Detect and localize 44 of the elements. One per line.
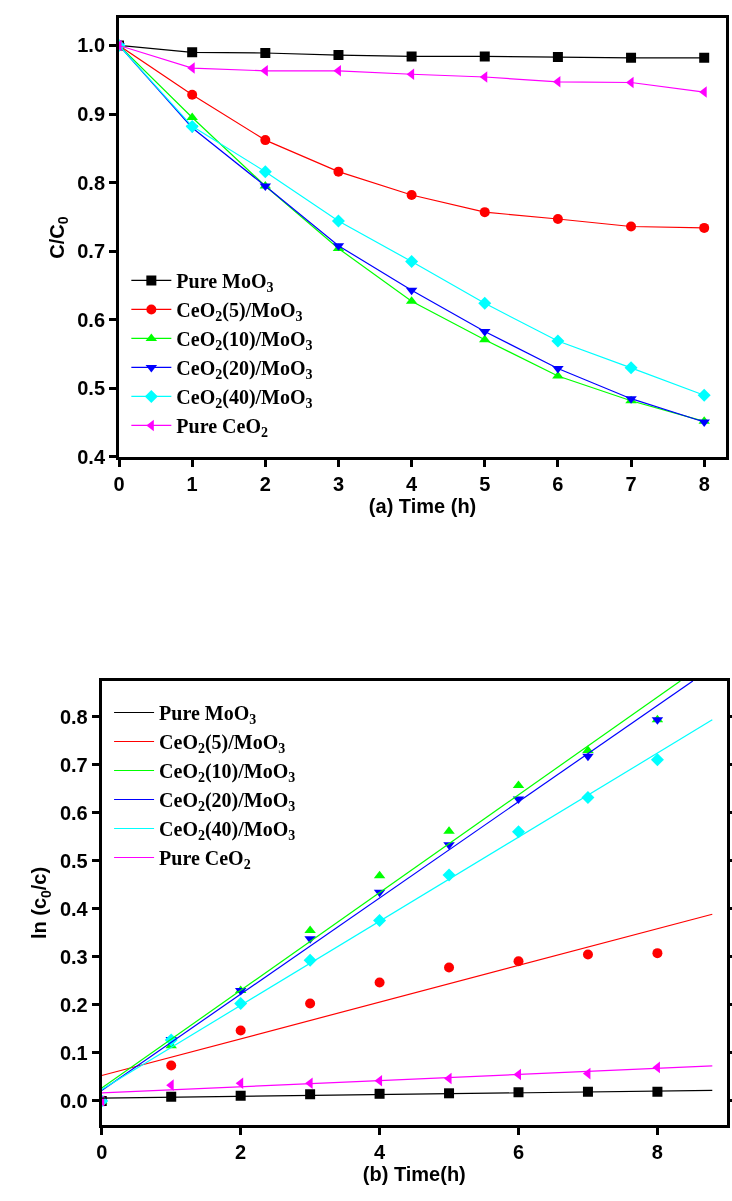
x-tick-label: 7 — [625, 472, 637, 495]
y-tick-label: 0.6 — [77, 308, 106, 331]
legend-label: CeO$_{2}$(20)/MoO$_{3}$ — [159, 789, 296, 815]
legend-label: CeO$_{2}$(5)/MoO$_{3}$ — [176, 299, 303, 325]
x-axis-title: (a) Time (h) — [368, 494, 477, 517]
y-tick-label: 0.1 — [59, 1041, 88, 1064]
y-tick-label: 1.0 — [77, 34, 106, 57]
legend-label: CeO$_{2}$(40)/MoO$_{3}$ — [176, 386, 313, 412]
legend-label: CeO$_{2}$(40)/MoO$_{3}$ — [159, 818, 296, 844]
y-tick-label: 0.3 — [59, 945, 88, 968]
x-tick-label: 3 — [332, 472, 345, 495]
y-tick-label: 0.5 — [59, 849, 88, 872]
legend-label: Pure CeO$_{2}$ — [176, 415, 268, 441]
y-tick-label: 0.8 — [77, 171, 106, 194]
y-tick-label: 0.2 — [59, 993, 88, 1016]
legend-label: CeO$_{2}$(20)/MoO$_{3}$ — [176, 357, 313, 383]
x-tick-label: 8 — [651, 1140, 663, 1163]
x-tick-label: 0 — [113, 472, 125, 495]
legend-label: Pure MoO$_{3}$ — [159, 702, 257, 728]
y-tick-label: 0.7 — [59, 753, 88, 776]
x-tick-label: 2 — [259, 472, 271, 495]
y-tick-label: 0.4 — [77, 445, 106, 468]
x-tick-label: 4 — [374, 1140, 387, 1163]
y-tick-label: 0.7 — [77, 240, 106, 263]
x-tick-label: 2 — [235, 1140, 247, 1163]
legend-label: CeO$_{2}$(10)/MoO$_{3}$ — [176, 328, 313, 354]
legend-label: CeO$_{2}$(10)/MoO$_{3}$ — [159, 760, 296, 786]
legend-label: Pure MoO$_{3}$ — [176, 270, 274, 296]
x-tick-label: 5 — [479, 472, 491, 495]
legend-label: CeO$_{2}$(5)/MoO$_{3}$ — [159, 731, 286, 757]
y-tick-label: 0.8 — [59, 705, 88, 728]
y-tick-label: 0.0 — [59, 1089, 88, 1112]
x-axis-title: (b) Time(h) — [362, 1162, 466, 1185]
x-tick-label: 1 — [186, 472, 198, 495]
x-tick-label: 6 — [552, 472, 564, 495]
y-tick-label: 0.4 — [59, 897, 89, 920]
y-tick-label: 0.9 — [77, 103, 106, 126]
legend-label: Pure CeO$_{2}$ — [159, 847, 251, 873]
x-tick-label: 4 — [406, 472, 419, 495]
y-tick-label: 0.5 — [77, 377, 106, 400]
x-tick-label: 8 — [698, 472, 710, 495]
y-tick-label: 0.6 — [59, 801, 88, 824]
x-tick-label: 0 — [96, 1140, 108, 1163]
x-tick-label: 6 — [512, 1140, 525, 1163]
